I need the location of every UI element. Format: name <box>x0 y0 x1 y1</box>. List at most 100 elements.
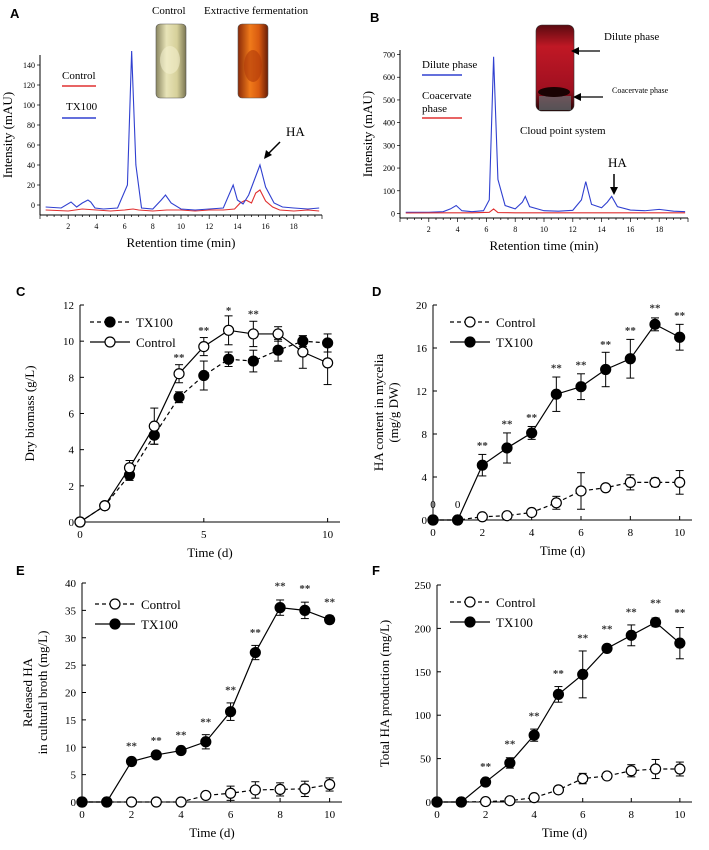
y-axis-title-line-0: Total HA production (mg/L) <box>377 620 392 767</box>
data-point-tx100 <box>550 388 562 400</box>
y-axis-title-line-0: Released HA <box>20 657 35 727</box>
data-point-tx100 <box>526 427 538 439</box>
legend-marker-tx100 <box>109 618 121 630</box>
significance-mark: ** <box>650 302 662 314</box>
y-tick-label-5: 100 <box>23 101 35 110</box>
data-point-control <box>528 792 540 804</box>
x-tick-label-1: 2 <box>129 809 135 821</box>
series-line-tx100 <box>45 50 320 211</box>
significance-mark: ** <box>174 352 186 364</box>
panel-letter-c: C <box>16 284 26 299</box>
significance-mark: ** <box>600 339 612 351</box>
x-axis-title: Time (d) <box>540 543 585 558</box>
legend-label-tx100: TX100 <box>136 315 173 330</box>
photo-tube-control <box>155 23 187 99</box>
x-tick-label-0: 0 <box>79 809 85 821</box>
annotation-ha-b: HA <box>608 155 627 170</box>
significance-mark: ** <box>151 735 163 747</box>
data-point-control <box>299 783 311 795</box>
x-tick-label-2: 10 <box>322 529 334 541</box>
panel-letter-a: A <box>10 6 20 21</box>
data-point-control <box>173 368 185 380</box>
data-point-control <box>297 346 309 358</box>
significance-mark: ** <box>250 627 262 639</box>
photo-cloud-point-tube <box>535 24 575 112</box>
data-point-tx100 <box>272 344 284 356</box>
x-tick-label-3: 6 <box>580 809 586 821</box>
x-tick-label-4: 8 <box>628 527 634 539</box>
significance-mark: ** <box>504 738 516 750</box>
legend-label-control: Control <box>496 595 536 610</box>
legend-label-control: Control <box>136 335 176 350</box>
y-tick-label-6: 12 <box>63 300 74 312</box>
y-tick-label-6: 600 <box>383 73 395 82</box>
x-tick-label-3: 8 <box>151 222 155 231</box>
data-point-control <box>649 476 661 488</box>
significance-mark: ** <box>502 419 514 431</box>
data-point-control <box>148 420 160 432</box>
legend-marker-control <box>104 336 116 348</box>
y-tick-label-3: 60 <box>27 141 35 150</box>
significance-mark: ** <box>225 685 237 697</box>
data-point-tx100 <box>455 796 467 808</box>
significance-mark: ** <box>551 363 563 375</box>
significance-mark: ** <box>529 711 541 723</box>
series-line-control <box>45 189 320 212</box>
y-tick-label-1: 5 <box>71 770 77 782</box>
data-point-control <box>274 783 286 796</box>
series-line-control <box>79 329 328 523</box>
legend-label-tx100: TX100 <box>141 617 178 632</box>
x-tick-label-4: 8 <box>629 809 635 821</box>
data-point-control <box>222 324 235 336</box>
data-point-tx100 <box>649 616 662 628</box>
data-point-tx100 <box>501 442 513 454</box>
data-point-tx100 <box>247 355 259 367</box>
legend-marker-tx100 <box>464 616 476 628</box>
y-tick-label-5: 10 <box>63 336 75 348</box>
y-tick-label-8: 40 <box>65 578 77 590</box>
series-line-tx100 <box>82 606 330 803</box>
data-point-tx100 <box>150 749 162 761</box>
significance-mark: ** <box>324 596 336 608</box>
y-tick-label-4: 80 <box>27 121 35 130</box>
y-tick-label-2: 10 <box>65 742 77 754</box>
y-tick-label-0: 0 <box>71 797 77 809</box>
data-point-control <box>272 328 284 340</box>
series-line-control <box>433 481 680 521</box>
significance-mark: ** <box>602 624 614 636</box>
data-point-tx100 <box>222 353 235 365</box>
x-tick-label-2: 6 <box>123 222 127 231</box>
annotation-coacervate-phase-photo: Coacervate phase <box>612 86 669 95</box>
x-tick-label-8: 18 <box>655 225 663 234</box>
y-tick-label-5: 20 <box>416 300 428 312</box>
panel-c: C 0 5 10 0 2 4 6 8 10 12 Time (d) Dry biomass (g/L)… <box>16 284 340 560</box>
x-tick-label-7: 16 <box>626 225 634 234</box>
data-point-tx100 <box>575 381 587 393</box>
data-point-control <box>674 763 686 775</box>
legend-phase-word: phase <box>422 103 447 115</box>
data-point-control <box>224 787 237 799</box>
panel-e: E 0 2 4 6 8 10 0 5 10 15 20 25 30 35 40 Time (d) Release… <box>16 563 342 840</box>
y-tick-label-1: 20 <box>27 181 35 190</box>
y-tick-label-4: 400 <box>383 119 395 128</box>
x-tick-label-6: 14 <box>598 225 606 234</box>
chart-b: 2 4 6 8 10 12 14 16 18 0 100 200 300 400 500 600 700 Rete… <box>360 50 689 253</box>
annotation-dilute-phase-photo: Dilute phase <box>604 31 659 43</box>
panel-letter-d: D <box>372 284 381 299</box>
y-tick-label-7: 700 <box>383 51 395 60</box>
data-point-control <box>200 789 212 802</box>
data-point-control <box>649 763 662 775</box>
x-tick-label-4: 8 <box>277 809 283 821</box>
y-tick-label-6: 30 <box>65 633 77 645</box>
y-axis-title-line-0: HA content in mycelia <box>371 354 386 472</box>
arrow-ha-a <box>264 141 281 159</box>
legend-marker-tx100 <box>104 316 116 328</box>
significance-mark: ** <box>176 729 188 741</box>
data-point-tx100 <box>504 757 516 769</box>
y-tick-label-5: 25 <box>65 660 77 672</box>
data-point-control <box>575 485 587 497</box>
arrow-dilute-phase <box>571 47 600 55</box>
